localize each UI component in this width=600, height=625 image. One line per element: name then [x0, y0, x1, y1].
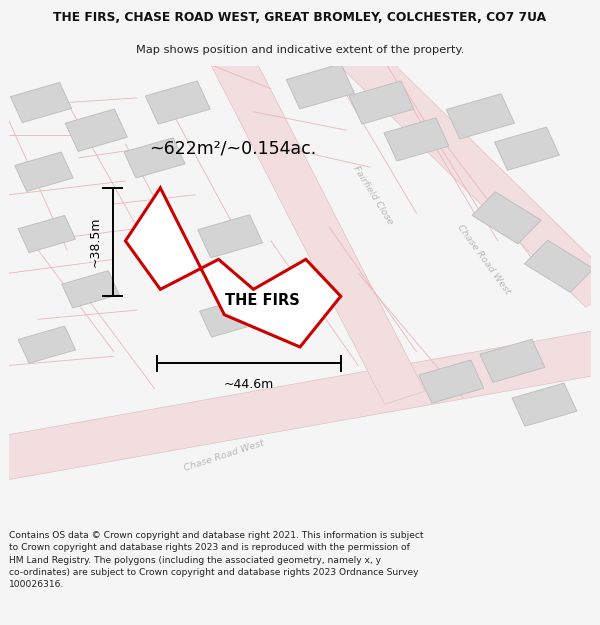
Bar [512, 383, 577, 426]
Bar [480, 339, 545, 382]
Polygon shape [341, 46, 600, 307]
Text: Fairfield Close: Fairfield Close [351, 164, 394, 226]
Bar [419, 360, 484, 403]
Polygon shape [210, 50, 425, 404]
Text: Chase Road West: Chase Road West [183, 438, 266, 472]
Bar [286, 64, 355, 109]
Bar [472, 192, 541, 244]
Text: Map shows position and indicative extent of the property.: Map shows position and indicative extent… [136, 45, 464, 55]
Bar [349, 81, 414, 124]
Bar [124, 138, 185, 178]
Bar [494, 127, 559, 170]
Text: ~622m²/~0.154ac.: ~622m²/~0.154ac. [149, 139, 316, 158]
Bar [200, 297, 261, 337]
Text: Contains OS data © Crown copyright and database right 2021. This information is : Contains OS data © Crown copyright and d… [9, 531, 424, 589]
Bar [18, 326, 76, 363]
Text: ~38.5m: ~38.5m [89, 217, 102, 268]
Text: THE FIRS, CHASE ROAD WEST, GREAT BROMLEY, COLCHESTER, CO7 7UA: THE FIRS, CHASE ROAD WEST, GREAT BROMLEY… [53, 11, 547, 24]
Bar [65, 109, 127, 151]
Polygon shape [0, 330, 600, 484]
Bar [10, 82, 71, 122]
Bar [384, 118, 449, 161]
Bar [62, 271, 119, 308]
Bar [18, 216, 76, 252]
Bar [198, 215, 263, 258]
Text: Chase Road West: Chase Road West [455, 223, 512, 296]
Text: THE FIRS: THE FIRS [225, 293, 299, 308]
Bar [15, 152, 73, 191]
Polygon shape [125, 188, 341, 347]
Bar [524, 240, 593, 292]
Bar [446, 94, 515, 139]
Text: ~44.6m: ~44.6m [224, 378, 274, 391]
Bar [145, 81, 210, 124]
